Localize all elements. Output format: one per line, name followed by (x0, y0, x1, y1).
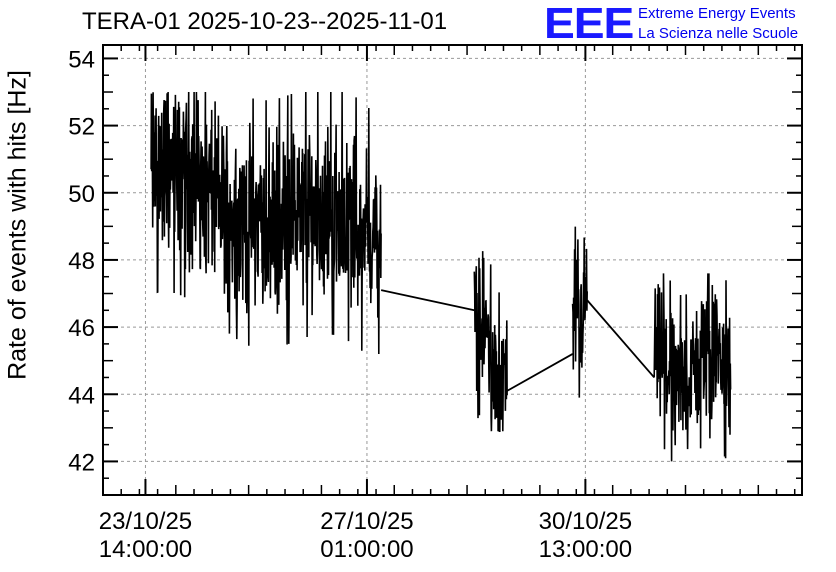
logo-caption: Extreme Energy Events La Scienza nelle S… (638, 4, 798, 44)
logo-caption-line2: La Scienza nelle Scuole (638, 25, 799, 42)
x-tick-label: 30/10/25 13:00:00 (538, 508, 633, 563)
series-connector (380, 289, 475, 312)
y-tick-label: 50 (68, 181, 95, 208)
y-tick-label: 52 (68, 114, 95, 141)
series-segment (150, 91, 382, 355)
series-connector (586, 299, 655, 379)
y-tick-label: 46 (68, 315, 95, 342)
plot-frame (102, 44, 803, 496)
series-segment (653, 273, 732, 462)
y-tick-labels: 42 44 46 48 50 52 54 (68, 46, 95, 476)
chart-title: TERA-01 2025-10-23--2025-11-01 (82, 8, 448, 35)
y-tick-label: 48 (68, 248, 95, 275)
y-tick-label: 44 (68, 382, 95, 409)
eee-logo: EEE (544, 0, 634, 48)
axis-ticks (102, 45, 802, 496)
series-segment (473, 251, 508, 433)
data-series (150, 91, 732, 462)
series-connector (506, 353, 574, 392)
x-tick-label: 23/10/25 14:00:00 (98, 508, 193, 563)
grid-lines (103, 45, 802, 495)
series-segment (571, 226, 588, 398)
y-tick-label: 42 (68, 449, 95, 476)
x-tick-label: 27/10/25 01:00:00 (320, 508, 414, 563)
y-tick-label: 54 (68, 46, 95, 73)
logo-caption-line1: Extreme Energy Events (638, 5, 796, 22)
y-axis-label: Rate of events with hits [Hz] (3, 70, 32, 380)
